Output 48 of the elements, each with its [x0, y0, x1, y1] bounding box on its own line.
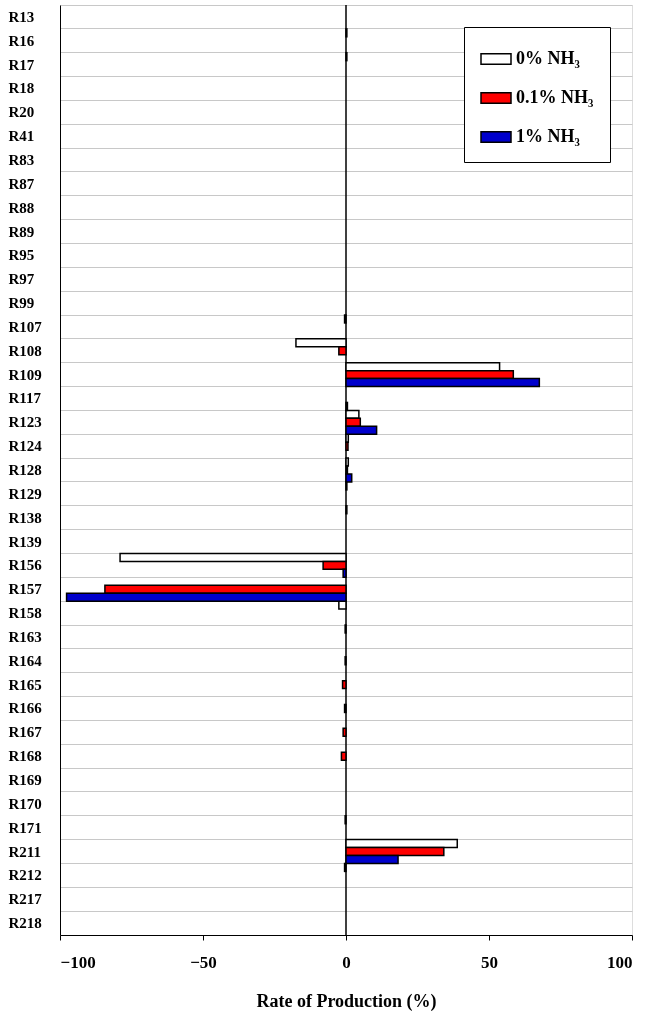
y-tick-label: R108: [8, 342, 42, 359]
y-tick-label: R156: [8, 557, 43, 574]
y-tick-label: R168: [8, 748, 42, 765]
x-tick-label: 100: [607, 952, 633, 972]
y-tick-label: R171: [8, 819, 42, 836]
y-tick-label: R158: [8, 605, 42, 622]
y-tick-label: R20: [8, 104, 35, 121]
y-tick-label: R95: [8, 247, 35, 264]
legend-label: 0% NH₃: [516, 48, 581, 68]
y-tick-label: R139: [8, 533, 42, 550]
y-tick-label: R16: [8, 32, 35, 49]
x-tick-label: −50: [190, 952, 217, 972]
y-tick-label: R169: [8, 772, 42, 788]
y-tick-label: R87: [8, 175, 35, 192]
y-tick-label: R167: [8, 724, 43, 741]
x-tick-label: 0: [342, 952, 351, 972]
y-tick-label: R166: [8, 700, 43, 717]
y-tick-label: R217: [8, 891, 43, 908]
y-tick-label: R124: [8, 438, 43, 455]
y-tick-label: R97: [8, 271, 35, 288]
x-tick-label: 50: [481, 952, 498, 972]
y-tick-label: R163: [8, 628, 42, 645]
legend-label: 0.1% NH₃: [516, 87, 594, 107]
y-tick-label: R89: [8, 223, 35, 240]
y-tick-label: R218: [8, 915, 42, 932]
x-axis-title: Rate of Production (%): [256, 990, 437, 1012]
y-tick-label: R138: [8, 509, 42, 526]
y-tick-label: R83: [8, 152, 35, 168]
y-tick-label: R212: [8, 867, 42, 884]
y-tick-label: R117: [8, 390, 42, 407]
legend-label: 1% NH₃: [516, 126, 581, 146]
y-tick-label: R17: [8, 56, 35, 73]
y-tick-label: R164: [8, 652, 43, 669]
y-tick-label: R18: [8, 80, 35, 97]
x-tick-label: −100: [60, 952, 96, 972]
y-tick-label: R123: [8, 414, 42, 431]
y-tick-label: R165: [8, 676, 42, 693]
y-tick-label: R109: [8, 366, 42, 383]
y-tick-label: R157: [8, 581, 43, 598]
y-tick-label: R99: [8, 295, 35, 312]
y-tick-label: R170: [8, 795, 42, 812]
y-tick-label: R41: [8, 128, 35, 145]
y-tick-label: R88: [8, 199, 35, 216]
y-tick-label: R107: [8, 318, 43, 335]
y-tick-label: R128: [8, 462, 42, 478]
y-tick-label: R129: [8, 485, 42, 502]
y-tick-label: R211: [8, 843, 42, 860]
y-tick-label: R13: [8, 8, 35, 25]
